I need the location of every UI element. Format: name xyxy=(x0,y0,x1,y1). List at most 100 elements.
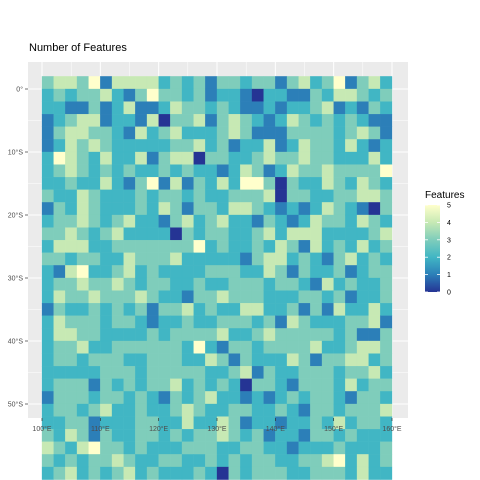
heatmap-cell xyxy=(181,315,194,329)
heatmap-cell xyxy=(321,277,334,291)
heatmap-cell xyxy=(146,126,159,140)
heatmap-cell xyxy=(310,378,323,392)
heatmap-cell xyxy=(100,76,113,90)
heatmap-cell xyxy=(146,315,159,329)
heatmap-cell xyxy=(286,328,299,342)
heatmap-cell xyxy=(298,202,311,216)
heatmap-cell xyxy=(123,227,136,241)
heatmap-cell xyxy=(205,252,218,266)
heatmap-cell xyxy=(310,177,323,190)
heatmap-cell xyxy=(356,227,369,241)
heatmap-cell xyxy=(111,378,124,392)
heatmap-cell xyxy=(310,227,323,241)
y-axis-ticks: 0° 10°S 20°S 30°S 40°S 50°S xyxy=(8,86,28,409)
heatmap-cell xyxy=(181,76,194,90)
heatmap-cell xyxy=(41,202,54,216)
heatmap-cell xyxy=(111,391,124,405)
heatmap-cell xyxy=(65,303,78,316)
heatmap-cell xyxy=(65,151,78,165)
heatmap-cell xyxy=(193,76,206,90)
heatmap-cell xyxy=(368,214,381,228)
heatmap-cell xyxy=(345,151,358,165)
heatmap-cell xyxy=(158,189,171,203)
heatmap-cell xyxy=(88,189,101,203)
heatmap-cell xyxy=(53,391,66,405)
heatmap-cell xyxy=(170,303,183,316)
heatmap-cell xyxy=(170,139,183,153)
heatmap-cell xyxy=(228,416,241,430)
heatmap-cell xyxy=(380,114,393,127)
heatmap-cell xyxy=(205,366,218,379)
heatmap-cell xyxy=(53,328,66,342)
heatmap-cell xyxy=(158,151,171,165)
heatmap-cell xyxy=(205,441,218,455)
heatmap-cell xyxy=(368,454,381,468)
heatmap-cell xyxy=(263,202,276,216)
heatmap-cell xyxy=(380,340,393,354)
heatmap-cell xyxy=(158,454,171,468)
heatmap-cell xyxy=(298,227,311,241)
heatmap-cell xyxy=(88,290,101,304)
y-tick-label: 20°S xyxy=(8,212,24,220)
heatmap-cell xyxy=(170,328,183,342)
x-tick-label: 150°E xyxy=(324,425,343,433)
heatmap-cell xyxy=(310,139,323,153)
heatmap-cell xyxy=(193,277,206,291)
heatmap-cell xyxy=(345,340,358,354)
heatmap-cell xyxy=(100,126,113,140)
heatmap-cell xyxy=(41,340,54,354)
heatmap-cell xyxy=(123,366,136,379)
heatmap-cell xyxy=(228,353,241,367)
heatmap-cell xyxy=(263,315,276,329)
heatmap-cell xyxy=(170,466,183,480)
heatmap-cell xyxy=(251,366,264,379)
heatmap-cell xyxy=(263,126,276,140)
heatmap-cell xyxy=(146,277,159,291)
heatmap-cell xyxy=(321,315,334,329)
heatmap-cell xyxy=(88,353,101,367)
heatmap-cell xyxy=(368,265,381,279)
heatmap-cell xyxy=(216,441,229,455)
legend-tick-label: 3 xyxy=(447,237,451,244)
heatmap-cell xyxy=(228,139,241,153)
heatmap-cell xyxy=(41,328,54,342)
heatmap-cell xyxy=(356,391,369,405)
heatmap-cell xyxy=(345,441,358,455)
heatmap-cell xyxy=(240,429,253,442)
heatmap-cell xyxy=(275,454,288,468)
heatmap-cell xyxy=(135,378,148,392)
heatmap-cell xyxy=(76,328,89,342)
heatmap-cell xyxy=(356,164,369,178)
heatmap-cell xyxy=(380,151,393,165)
heatmap-cell xyxy=(251,114,264,127)
heatmap-cell xyxy=(368,290,381,304)
heatmap-cell xyxy=(380,454,393,468)
heatmap-cell xyxy=(333,164,346,178)
heatmap-cell xyxy=(123,378,136,392)
heatmap-cell xyxy=(170,126,183,140)
heatmap-cell xyxy=(100,189,113,203)
heatmap-cell xyxy=(193,252,206,266)
heatmap-cell xyxy=(123,277,136,291)
heatmap-cell xyxy=(181,454,194,468)
heatmap-cell xyxy=(216,151,229,165)
heatmap-cell xyxy=(88,114,101,127)
heatmap-cell xyxy=(193,416,206,430)
heatmap-cell xyxy=(76,126,89,140)
heatmap-cell xyxy=(88,328,101,342)
heatmap-cell xyxy=(158,177,171,190)
heatmap-cell xyxy=(298,189,311,203)
heatmap-cell xyxy=(228,466,241,480)
heatmap-cell xyxy=(356,189,369,203)
heatmap-cell xyxy=(181,139,194,153)
heatmap-cell xyxy=(146,177,159,190)
heatmap-cell xyxy=(275,378,288,392)
heatmap-cell xyxy=(333,303,346,316)
heatmap-cell xyxy=(123,252,136,266)
heatmap-cell xyxy=(158,315,171,329)
heatmap-cell xyxy=(251,315,264,329)
heatmap-cell xyxy=(146,366,159,379)
heatmap-cell xyxy=(298,353,311,367)
heatmap-cell xyxy=(170,101,183,115)
heatmap-cell xyxy=(158,88,171,102)
